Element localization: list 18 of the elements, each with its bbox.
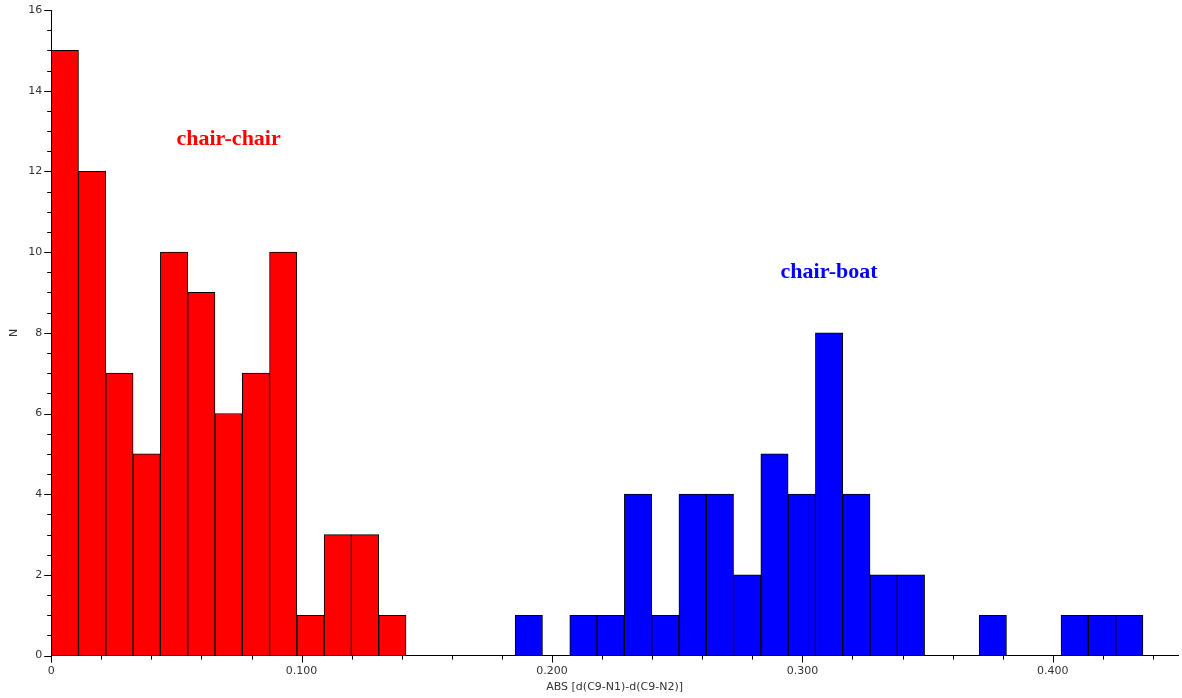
x-axis-title: ABS [d(C9-N1)-d(C9-N2)] xyxy=(546,680,683,694)
text: chair-boat xyxy=(780,257,879,283)
text: chair-chair xyxy=(176,124,281,150)
x-tick-label: 0.400 xyxy=(1037,664,1069,678)
x-tick-label: 0.200 xyxy=(536,664,568,678)
y-tick-label: 8 xyxy=(35,325,43,339)
y-tick-label: 4 xyxy=(35,487,43,501)
y-tick-label: 10 xyxy=(28,244,43,258)
x-tick-label: 0 xyxy=(47,664,55,678)
y-tick-label: 12 xyxy=(28,164,43,178)
y-tick-label: 0 xyxy=(35,648,43,662)
y-tick-label: 6 xyxy=(35,406,43,420)
y-tick-label: 2 xyxy=(35,567,43,581)
y-tick-label: 16 xyxy=(28,2,43,16)
y-axis-title: N xyxy=(7,328,21,337)
x-tick-label: 0.300 xyxy=(786,664,819,678)
x-tick-label: 0.100 xyxy=(285,664,318,678)
y-tick-label: 14 xyxy=(28,83,43,97)
